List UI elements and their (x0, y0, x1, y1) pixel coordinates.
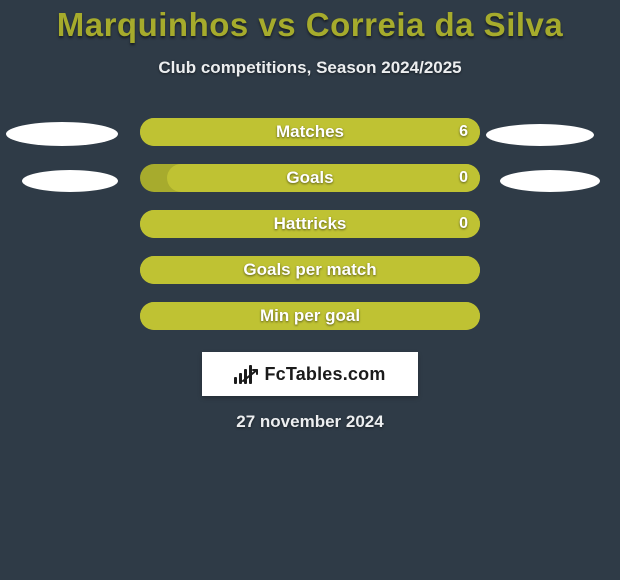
bar-value: 6 (459, 123, 468, 141)
stat-bar: Min per goal (140, 302, 480, 330)
date-text: 27 november 2024 (0, 412, 620, 432)
stat-row: Hattricks 0 (0, 210, 620, 238)
bar-label: Matches (276, 122, 344, 142)
stat-bar: Hattricks 0 (140, 210, 480, 238)
page-title: Marquinhos vs Correia da Silva (0, 0, 620, 44)
side-ellipse (486, 124, 594, 146)
bar-value: 0 (459, 215, 468, 233)
bar-label: Goals per match (243, 260, 376, 280)
bar-label: Hattricks (274, 214, 347, 234)
stat-rows: Matches 6 Goals 0 Hattricks 0 Goals per match M… (0, 118, 620, 330)
logo-card: FcTables.com (202, 352, 418, 396)
stat-bar: Goals 0 (140, 164, 480, 192)
subtitle: Club competitions, Season 2024/2025 (0, 58, 620, 78)
stat-row: Min per goal (0, 302, 620, 330)
stat-row: Goals per match (0, 256, 620, 284)
stat-bar: Matches 6 (140, 118, 480, 146)
logo-text: FcTables.com (264, 364, 385, 385)
bar-label: Min per goal (260, 306, 360, 326)
bar-value: 0 (459, 169, 468, 187)
bar-label: Goals (286, 168, 333, 188)
stat-bar: Goals per match (140, 256, 480, 284)
side-ellipse (6, 122, 118, 146)
side-ellipse (500, 170, 600, 192)
trend-arrow-icon (242, 364, 256, 384)
side-ellipse (22, 170, 118, 192)
